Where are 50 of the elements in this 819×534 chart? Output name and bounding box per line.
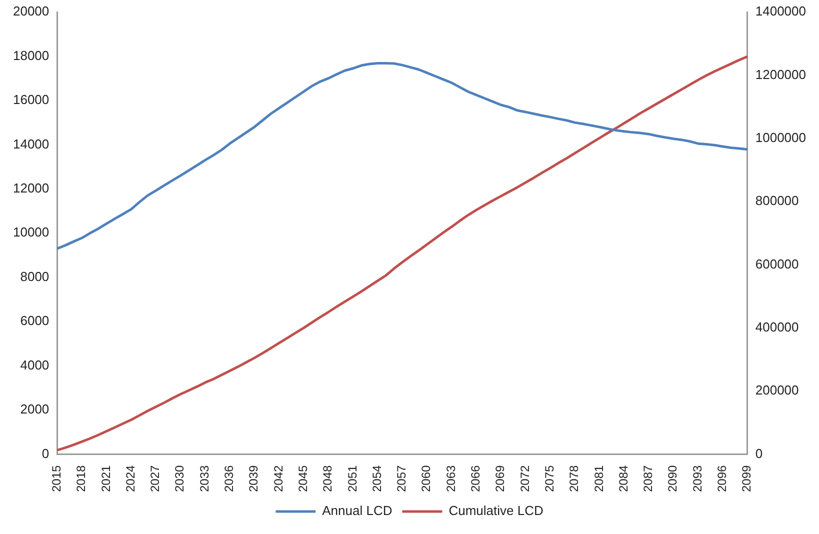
x-tick-label: 2090 [666,464,680,492]
y-tick-label: 12000 [12,180,50,196]
x-tick-label: 2051 [345,464,360,492]
x-tick-label: 2048 [320,464,335,492]
x-tick-label: 2096 [715,464,730,492]
y2-tick-label: 400000 [755,320,799,335]
y2-tick-label: 200000 [755,382,799,398]
y-tick-label: 2000 [20,402,50,417]
x-tick-label: 2036 [222,464,236,492]
x-tick-label: 2066 [468,464,483,492]
x-tick-label: 2054 [370,464,384,492]
y2-tick-label: 1200000 [755,66,806,82]
y-tick-label: 6000 [20,313,50,328]
y-tick-label: 10000 [12,224,50,240]
legend-label: Annual LCD [322,503,392,518]
x-tick-label: 2099 [740,464,754,492]
y-tick-label: 0 [42,446,50,461]
x-tick-label: 2087 [641,464,656,492]
x-tick-label: 2018 [74,464,88,492]
y-tick-label: 16000 [12,92,50,108]
x-tick-label: 2078 [567,464,582,492]
x-tick-label: 2027 [148,464,162,492]
y2-tick-label: 800000 [755,193,799,208]
y-tick-label: 14000 [12,136,50,152]
x-tick-label: 2021 [98,464,113,492]
y-tick-label: 18000 [12,48,50,63]
y2-tick-label: 0 [755,446,763,461]
y2-tick-label: 600000 [755,256,799,272]
x-tick-label: 2042 [271,464,286,492]
y-tick-label: 4000 [20,357,50,372]
x-tick-label: 2033 [197,464,212,492]
x-tick-label: 2081 [592,464,606,492]
y-tick-label: 8000 [20,268,50,284]
x-tick-label: 2060 [419,464,434,492]
x-tick-label: 2093 [690,464,704,492]
x-tick-label: 2024 [123,464,138,492]
x-tick-label: 2072 [518,464,532,492]
x-tick-label: 2015 [49,464,64,492]
x-tick-label: 2069 [493,464,508,492]
x-tick-label: 2039 [246,464,261,492]
x-tick-label: 2075 [542,464,556,492]
x-tick-label: 2084 [616,464,630,492]
y2-tick-label: 1000000 [755,130,806,145]
y-tick-label: 20000 [12,4,50,19]
x-tick-label: 2057 [394,464,409,492]
y2-tick-label: 1400000 [755,4,806,19]
x-tick-label: 2045 [296,464,310,492]
x-tick-label: 2063 [444,464,458,492]
x-tick-label: 2030 [172,464,187,492]
legend-label: Cumulative LCD [448,503,544,518]
